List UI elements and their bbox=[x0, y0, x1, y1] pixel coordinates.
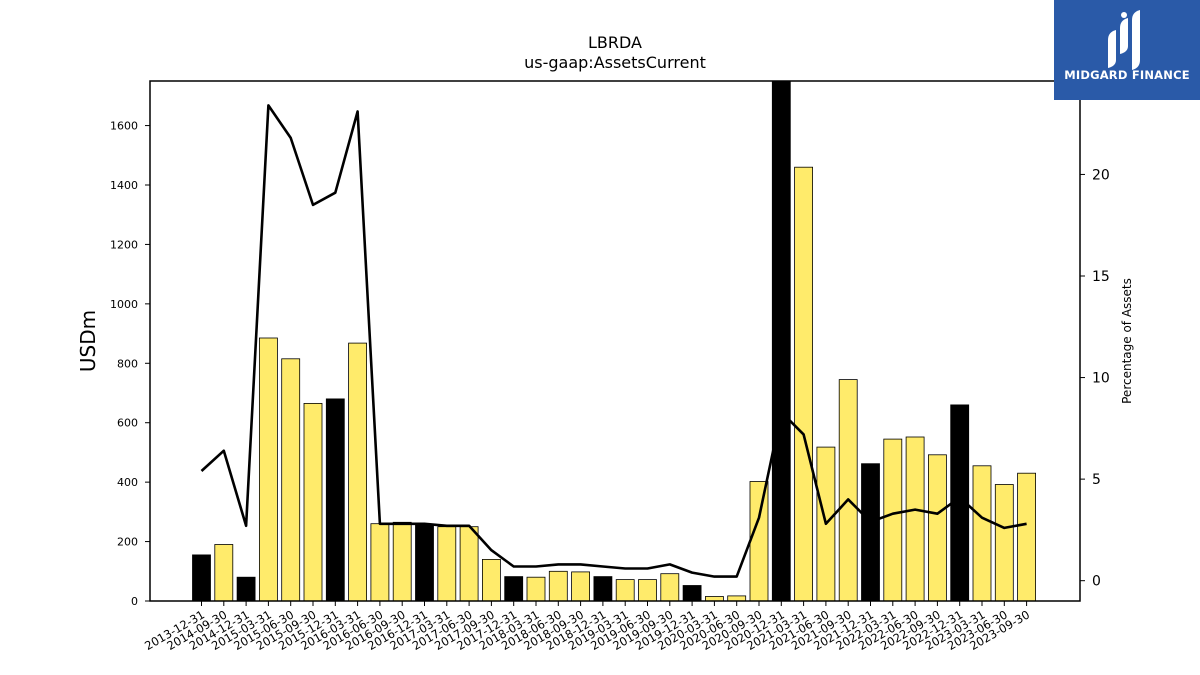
y2-axis-label: Percentage of Assets bbox=[1120, 278, 1134, 404]
y-tick-label: 0 bbox=[131, 595, 138, 608]
plot-frame bbox=[149, 80, 1081, 602]
chart-subtitle: us-gaap:AssetsCurrent bbox=[524, 53, 706, 72]
bar-quarterly bbox=[303, 402, 323, 602]
bar-quarterly bbox=[348, 342, 368, 602]
x-axis: 2013-12-312014-09-302014-12-312015-03-31… bbox=[142, 601, 1032, 653]
bar-annual bbox=[192, 554, 211, 602]
bar-quarterly bbox=[905, 436, 925, 602]
bar-quarterly bbox=[615, 579, 635, 602]
bar-quarterly bbox=[1017, 472, 1036, 602]
bar-annual bbox=[236, 576, 256, 602]
bar-quarterly bbox=[727, 595, 747, 602]
bar-annual bbox=[325, 398, 345, 602]
midgard-m-logo-icon bbox=[1108, 10, 1140, 70]
y2-tick-label: 10 bbox=[1092, 371, 1110, 387]
y-axis-label: USDm bbox=[76, 310, 100, 372]
bar-quarterly bbox=[370, 523, 390, 602]
bar-quarterly bbox=[994, 484, 1014, 602]
bar-quarterly bbox=[638, 579, 657, 602]
bar-quarterly bbox=[459, 526, 479, 602]
bar-annual bbox=[771, 80, 791, 602]
bar-quarterly bbox=[481, 559, 501, 602]
y2-tick-label: 5 bbox=[1092, 472, 1101, 488]
y-tick-label: 1400 bbox=[110, 179, 138, 192]
chart-title: LBRDA bbox=[588, 33, 642, 52]
brand-logo: MIDGARD FINANCE bbox=[1054, 0, 1200, 100]
bar-quarterly bbox=[281, 358, 301, 602]
percentage-line bbox=[200, 104, 1027, 578]
brand-name: MIDGARD FINANCE bbox=[1064, 68, 1190, 82]
bar-quarterly bbox=[749, 481, 769, 602]
y-tick-label: 400 bbox=[117, 476, 138, 489]
bar-annual bbox=[415, 523, 434, 602]
y-tick-label: 200 bbox=[117, 536, 138, 549]
bar-quarterly bbox=[838, 379, 858, 602]
y-tick-label: 800 bbox=[117, 357, 138, 370]
bar-quarterly bbox=[972, 465, 992, 602]
bars-group bbox=[192, 80, 1036, 602]
bar-quarterly bbox=[392, 521, 412, 602]
bar-quarterly bbox=[258, 337, 278, 602]
y-tick-label: 1200 bbox=[110, 238, 138, 251]
y2-tick-label: 20 bbox=[1092, 167, 1110, 183]
bar-quarterly bbox=[928, 454, 947, 602]
line-group bbox=[200, 104, 1027, 578]
y-tick-label: 1600 bbox=[110, 120, 138, 133]
bar-quarterly bbox=[883, 438, 903, 602]
bar-quarterly bbox=[548, 570, 568, 602]
y2-tick-label: 15 bbox=[1092, 269, 1110, 285]
bar-quarterly bbox=[794, 166, 813, 602]
bar-quarterly bbox=[214, 544, 234, 602]
bar-quarterly bbox=[660, 573, 680, 602]
bar-annual bbox=[504, 576, 524, 602]
bar-quarterly bbox=[437, 526, 457, 602]
bar-annual bbox=[861, 463, 880, 602]
y-tick-label: 600 bbox=[117, 417, 138, 430]
y-axis-left: 0 200 400 600 800 1000 1200 1400 1600 bbox=[110, 120, 150, 608]
bar-quarterly bbox=[526, 576, 546, 602]
bar-annual bbox=[682, 585, 702, 602]
y-axis-right: 0 5 10 15 20 bbox=[1080, 167, 1110, 590]
y2-tick-label: 0 bbox=[1092, 574, 1101, 590]
bar-quarterly bbox=[571, 571, 590, 602]
y-tick-label: 1000 bbox=[110, 298, 138, 311]
bar-annual bbox=[593, 576, 613, 602]
